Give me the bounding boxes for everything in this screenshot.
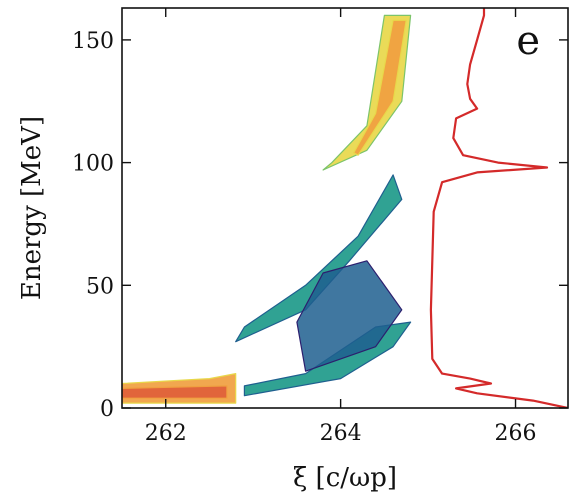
panel-label: e — [516, 18, 540, 64]
y-tick-label: 100 — [72, 152, 114, 177]
energy-lineout — [429, 8, 568, 408]
x-axis-title: ξ [c/ωp] — [293, 463, 397, 493]
axis-tick-labels: 262 264 266 0 50 100 150 — [72, 29, 537, 446]
density-region-2 — [122, 385, 228, 399]
density-region-5 — [296, 260, 403, 372]
lineout-curve — [429, 8, 568, 408]
x-tick-label: 264 — [320, 421, 362, 446]
plot-frame — [121, 7, 569, 409]
phase-space-density — [122, 14, 412, 404]
y-axis-title: Energy [MeV] — [17, 116, 47, 300]
x-tick-label: 266 — [495, 421, 537, 446]
y-tick-label: 50 — [86, 274, 114, 299]
density-region-7 — [353, 19, 407, 156]
y-tick-label: 150 — [72, 29, 114, 54]
axis-ticks — [122, 8, 568, 409]
x-tick-label: 262 — [145, 421, 187, 446]
y-tick-label: 0 — [100, 397, 114, 422]
